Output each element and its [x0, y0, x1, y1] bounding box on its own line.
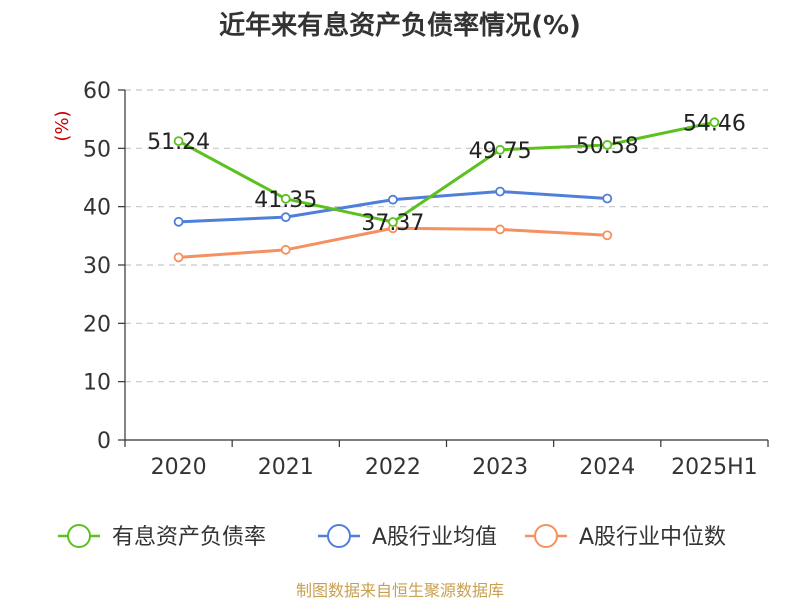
legend: 有息资产负债率 A股行业均值 A股行业中位数 — [58, 524, 726, 550]
data-point — [495, 144, 505, 155]
data-point — [173, 252, 184, 263]
data-point — [173, 136, 184, 147]
x-tick-label: 2022 — [365, 455, 421, 480]
y-tick-label: 40 — [83, 196, 111, 221]
x-axis-ticks: 2020 2021 2022 2023 2024 2025H1 — [124, 440, 769, 480]
legend-label: A股行业均值 — [372, 525, 497, 550]
x-tick-label: 2025H1 — [671, 455, 758, 480]
data-point — [388, 217, 398, 227]
data-label: 54.46 — [683, 111, 746, 136]
data-label: 50.58 — [576, 134, 639, 159]
y-tick-label: 0 — [97, 429, 111, 454]
data-point — [280, 193, 291, 204]
data-point — [602, 230, 613, 241]
grid-lines — [125, 89, 768, 383]
y-tick-label: 60 — [83, 79, 111, 104]
data-point — [602, 140, 613, 150]
data-point — [709, 117, 720, 128]
series-group — [173, 117, 720, 263]
data-point — [602, 193, 613, 204]
x-tick-label: 2021 — [258, 455, 314, 480]
data-label: 41.35 — [254, 188, 317, 213]
legend-marker — [534, 524, 558, 548]
data-point — [280, 244, 291, 255]
data-label: 37.37 — [361, 211, 424, 236]
legend-label: 有息资产负债率 — [112, 525, 266, 550]
y-tick-label: 20 — [83, 312, 111, 337]
x-tick-label: 2024 — [579, 455, 635, 480]
chart-title: 近年来有息资产负债率情况(%) — [219, 10, 581, 41]
y-axis-ticks: 0 10 20 30 40 50 60 — [83, 79, 125, 454]
y-tick-label: 30 — [83, 254, 111, 279]
data-label: 49.75 — [469, 139, 532, 164]
y-tick-label: 50 — [83, 137, 111, 162]
data-labels: 51.24 41.35 37.37 49.75 50.58 54.46 — [147, 111, 746, 236]
data-label: 51.24 — [147, 130, 210, 155]
data-point — [388, 194, 398, 205]
x-tick-label: 2020 — [151, 455, 207, 480]
legend-marker — [327, 524, 351, 548]
source-note: 制图数据来自恒生聚源数据库 — [296, 581, 504, 600]
data-point — [495, 186, 505, 197]
y-tick-label: 10 — [83, 371, 111, 396]
data-point — [280, 212, 291, 223]
data-point — [495, 224, 505, 235]
legend-marker — [67, 524, 91, 548]
legend-label: A股行业中位数 — [579, 525, 726, 550]
x-tick-label: 2023 — [472, 455, 528, 480]
series-line — [177, 120, 715, 224]
y-axis-label: (%) — [52, 110, 73, 141]
data-point — [173, 216, 184, 227]
